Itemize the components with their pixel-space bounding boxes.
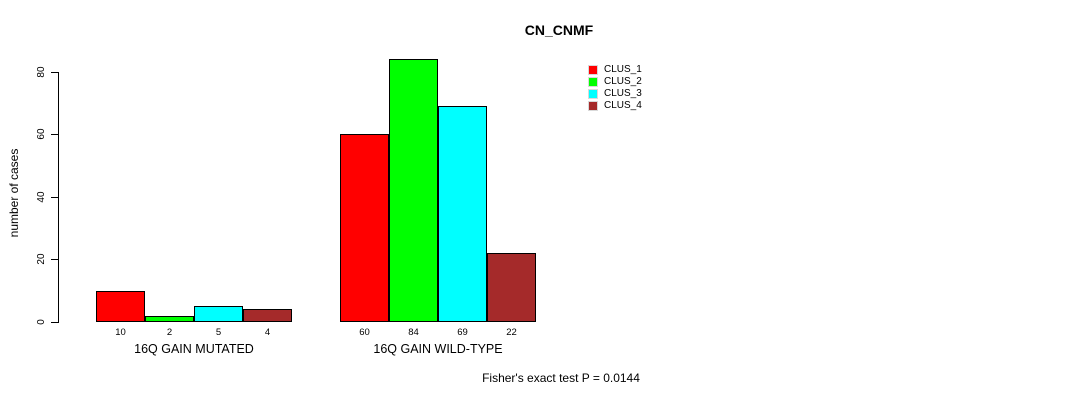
y-axis-tick	[51, 134, 58, 135]
bar-value-label: 10	[115, 327, 126, 338]
bar	[438, 106, 487, 322]
bar-value-label: 2	[166, 327, 173, 338]
y-axis-line	[58, 72, 59, 323]
legend-label: CLUS_1	[604, 64, 642, 75]
bar-value-label: 5	[215, 327, 222, 338]
bar	[487, 253, 536, 322]
footer-annotation: Fisher's exact test P = 0.0144	[482, 371, 640, 385]
bar	[340, 134, 389, 322]
legend-swatch	[588, 89, 598, 99]
legend-item: CLUS_4	[588, 101, 642, 111]
bar-value-label: 84	[408, 327, 419, 338]
bar-value-label: 22	[506, 327, 517, 338]
legend-label: CLUS_2	[604, 76, 642, 87]
legend-swatch	[588, 77, 598, 87]
legend-swatch	[588, 65, 598, 75]
bar	[243, 309, 292, 322]
y-tick-label: 40	[36, 191, 47, 203]
y-tick-label: 20	[36, 253, 47, 265]
bar	[389, 59, 438, 322]
y-axis-tick	[51, 72, 58, 73]
bar	[194, 306, 243, 322]
legend-label: CLUS_3	[604, 88, 642, 99]
y-tick-label: 80	[36, 66, 47, 78]
legend-swatch	[588, 101, 598, 111]
legend-item: CLUS_1	[588, 65, 642, 75]
legend-label: CLUS_4	[604, 100, 642, 111]
chart-title: CN_CNMF	[524, 22, 594, 38]
y-axis-tick	[51, 322, 58, 323]
y-axis-tick	[51, 197, 58, 198]
bar	[145, 316, 194, 322]
legend-item: CLUS_3	[588, 89, 642, 99]
bar-value-label: 69	[457, 327, 468, 338]
legend: CLUS_1 CLUS_2 CLUS_3 CLUS_4	[588, 65, 642, 113]
y-axis-title: number of cases	[7, 148, 21, 238]
bar-value-label: 60	[359, 327, 370, 338]
y-axis-tick	[51, 259, 58, 260]
group-label: 16Q GAIN MUTATED	[134, 342, 254, 356]
bar	[96, 291, 145, 322]
y-tick-label: 0	[36, 319, 47, 325]
legend-item: CLUS_2	[588, 77, 642, 87]
bar-value-label: 4	[264, 327, 271, 338]
group-label: 16Q GAIN WILD-TYPE	[373, 342, 503, 356]
y-tick-label: 60	[36, 128, 47, 140]
